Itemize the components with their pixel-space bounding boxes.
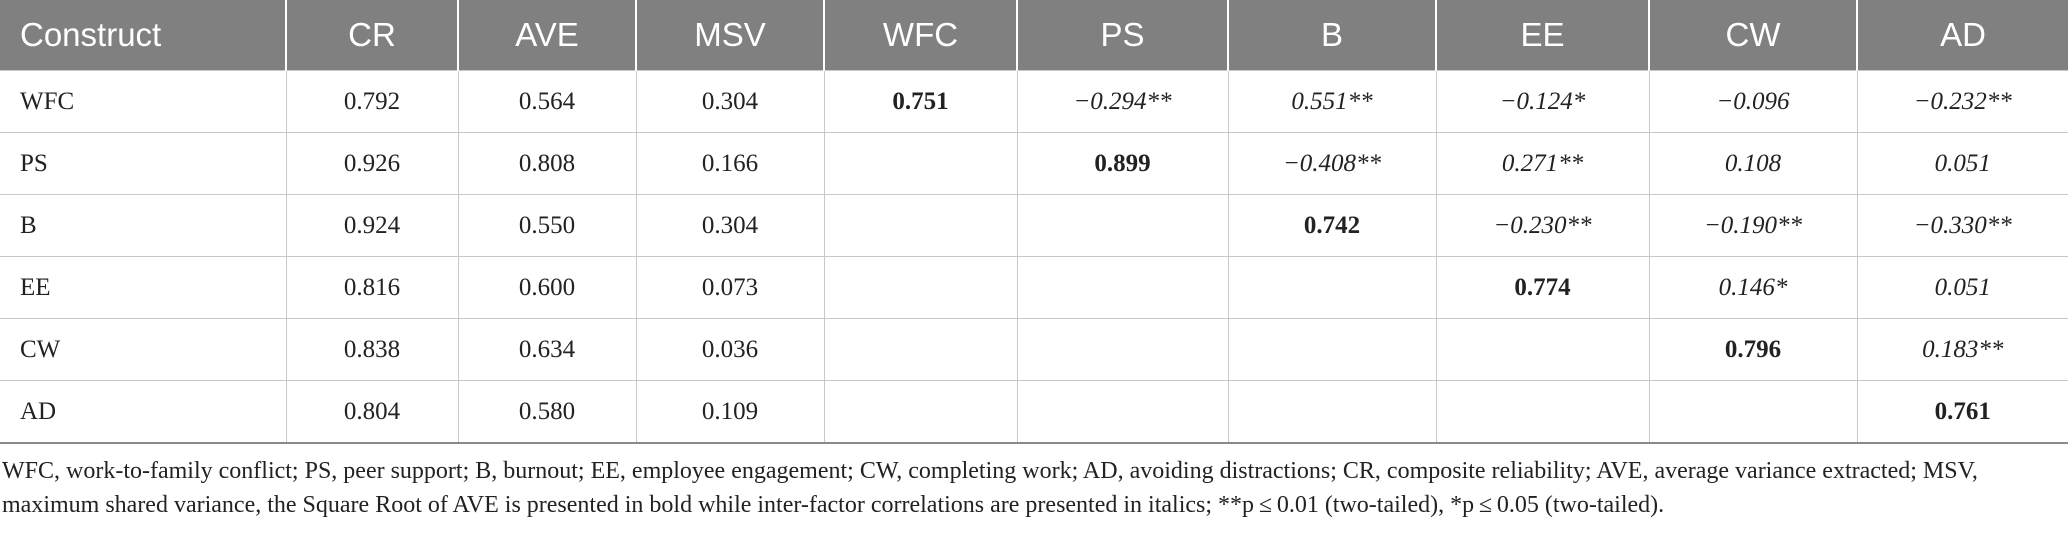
correlation-table: Construct CR AVE MSV WFC PS B EE CW AD W… — [0, 0, 2068, 444]
table-figure: Construct CR AVE MSV WFC PS B EE CW AD W… — [0, 0, 2068, 518]
table-cell: 0.051 — [1856, 132, 2068, 195]
column-header-b: B — [1228, 0, 1437, 71]
table-cell: 0.808 — [457, 132, 637, 195]
table-cell: 0.924 — [285, 194, 459, 257]
table-cell: 0.304 — [635, 70, 825, 133]
column-header-cr: CR — [286, 0, 459, 71]
column-header-msv: MSV — [636, 0, 825, 71]
table-cell: −0.096 — [1648, 70, 1858, 133]
table-row: B 0.924 0.550 0.304 0.742 −0.230** −0.190** −0.… — [0, 194, 2068, 257]
table-cell: 0.304 — [635, 194, 825, 257]
table-cell: 0.926 — [285, 132, 459, 195]
table-cell: 0.271** — [1435, 132, 1650, 195]
column-header-ps: PS — [1017, 0, 1229, 71]
column-header-wfc: WFC — [824, 0, 1018, 71]
table-cell: 0.600 — [457, 256, 637, 319]
table-cell — [1016, 318, 1229, 381]
table-cell: 0.146* — [1648, 256, 1858, 319]
construct-cell: EE — [0, 256, 287, 319]
column-header-cw: CW — [1649, 0, 1858, 71]
table-cell: 0.796 — [1648, 318, 1858, 381]
column-header-ee: EE — [1436, 0, 1650, 71]
table-cell: 0.634 — [457, 318, 637, 381]
table-cell — [1648, 380, 1858, 444]
column-header-construct: Construct — [0, 0, 287, 71]
table-cell: 0.792 — [285, 70, 459, 133]
table-cell — [823, 318, 1018, 381]
table-footnote: WFC, work-to-family conflict; PS, peer s… — [2, 458, 1978, 518]
table-cell: 0.838 — [285, 318, 459, 381]
column-header-ave: AVE — [458, 0, 637, 71]
table-cell — [1016, 256, 1229, 319]
construct-cell: WFC — [0, 70, 287, 133]
table-cell: 0.816 — [285, 256, 459, 319]
table-cell — [1227, 256, 1437, 319]
table-cell: 0.751 — [823, 70, 1018, 133]
table-cell: −0.232** — [1856, 70, 2068, 133]
table-cell: 0.804 — [285, 380, 459, 444]
table-cell: −0.124* — [1435, 70, 1650, 133]
construct-cell: AD — [0, 380, 287, 444]
column-header-ad: AD — [1857, 0, 2068, 71]
table-cell: −0.408** — [1227, 132, 1437, 195]
table-cell: 0.564 — [457, 70, 637, 133]
table-cell: 0.073 — [635, 256, 825, 319]
table-cell — [1016, 380, 1229, 444]
header-row: Construct CR AVE MSV WFC PS B EE CW AD — [0, 0, 2068, 71]
table-cell — [1435, 380, 1650, 444]
table-cell: 0.774 — [1435, 256, 1650, 319]
table-cell: 0.742 — [1227, 194, 1437, 257]
table-cell: −0.230** — [1435, 194, 1650, 257]
table-cell — [823, 380, 1018, 444]
table-cell — [1227, 380, 1437, 444]
table-body: WFC 0.792 0.564 0.304 0.751 −0.294** 0.551** −0… — [0, 70, 2068, 444]
construct-cell: B — [0, 194, 287, 257]
table-cell: 0.183** — [1856, 318, 2068, 381]
table-cell: 0.550 — [457, 194, 637, 257]
table-row: EE 0.816 0.600 0.073 0.774 0.146* 0.051 — [0, 256, 2068, 319]
table-cell: 0.580 — [457, 380, 637, 444]
table-cell: −0.330** — [1856, 194, 2068, 257]
construct-cell: CW — [0, 318, 287, 381]
table-cell — [1016, 194, 1229, 257]
table-cell — [823, 132, 1018, 195]
table-cell: 0.551** — [1227, 70, 1437, 133]
table-row: PS 0.926 0.808 0.166 0.899 −0.408** 0.271** 0.1… — [0, 132, 2068, 195]
table-cell: −0.190** — [1648, 194, 1858, 257]
table-cell: 0.036 — [635, 318, 825, 381]
table-cell: 0.899 — [1016, 132, 1229, 195]
table-cell: 0.109 — [635, 380, 825, 444]
table-row: AD 0.804 0.580 0.109 0.761 — [0, 380, 2068, 444]
table-cell — [1435, 318, 1650, 381]
construct-cell: PS — [0, 132, 287, 195]
table-cell — [1227, 318, 1437, 381]
table-cell: 0.761 — [1856, 380, 2068, 444]
table-cell: 0.051 — [1856, 256, 2068, 319]
table-cell — [823, 256, 1018, 319]
table-row: CW 0.838 0.634 0.036 0.796 0.183** — [0, 318, 2068, 381]
table-row: WFC 0.792 0.564 0.304 0.751 −0.294** 0.551** −0… — [0, 70, 2068, 133]
table-cell: 0.108 — [1648, 132, 1858, 195]
table-cell — [823, 194, 1018, 257]
table-cell: 0.166 — [635, 132, 825, 195]
table-cell: −0.294** — [1016, 70, 1229, 133]
